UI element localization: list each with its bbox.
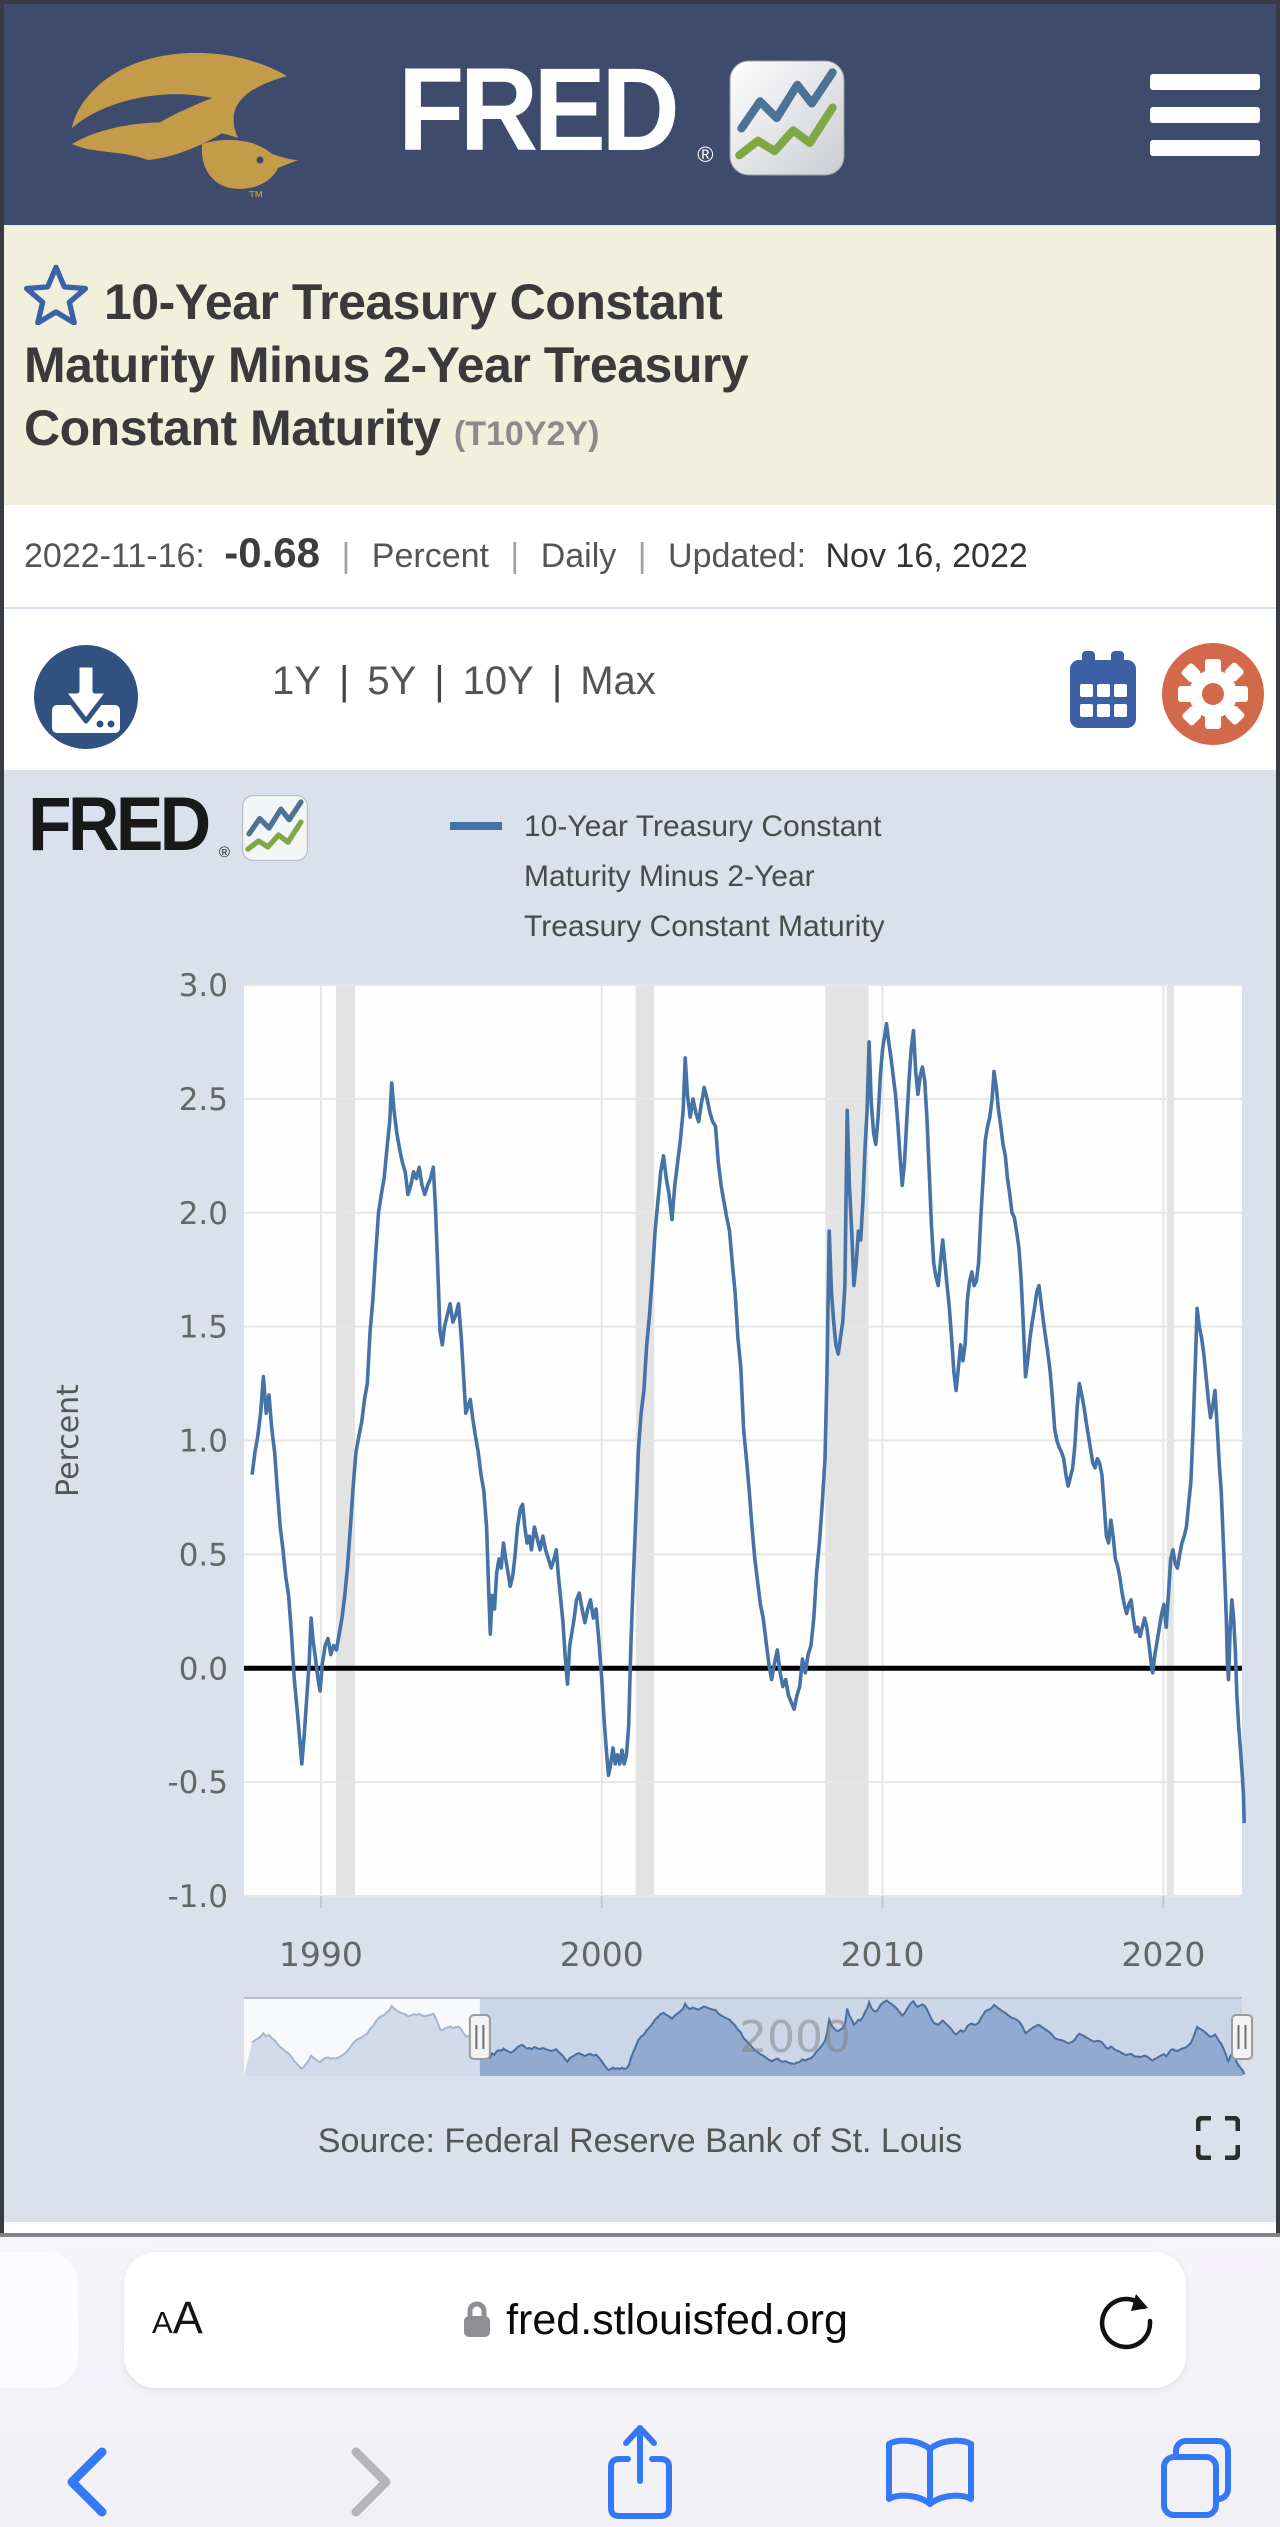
- separator: |: [338, 659, 350, 703]
- url-bar[interactable]: AA fred.stlouisfed.org: [124, 2252, 1186, 2388]
- legend-label-line: Maturity Minus 2-Year: [524, 860, 815, 893]
- svg-text:2.5: 2.5: [179, 1082, 228, 1118]
- chart-canvas[interactable]: 3.0 2.5 2.0 1.5 1.0 0.5 0.0 -0.5 -1.0 1990 2000 201…: [0, 950, 1280, 2090]
- svg-text:3.0: 3.0: [179, 968, 228, 1004]
- title-line-3: Constant Maturity: [24, 400, 441, 456]
- range-link-max[interactable]: Max: [580, 659, 656, 703]
- range-link-10y[interactable]: 10Y: [462, 659, 534, 703]
- range-selector: 1Y | 5Y | 10Y | Max: [272, 659, 656, 704]
- fullscreen-button[interactable]: [1196, 2116, 1240, 2160]
- url-text: fred.stlouisfed.org: [506, 2295, 848, 2344]
- divider: [0, 607, 1280, 609]
- fred-logo[interactable]: FRED ®: [398, 44, 845, 176]
- favorite-star-icon[interactable]: [24, 263, 88, 325]
- separator: |: [637, 537, 647, 575]
- chart-section: FRED ® 10-Year Treasury Constant Maturity…: [0, 770, 1280, 2222]
- title-line-2: Maturity Minus 2-Year Treasury: [24, 337, 749, 393]
- legend-label-line: 10-Year Treasury Constant: [524, 810, 882, 843]
- adjacent-tab-stub[interactable]: [0, 2252, 78, 2388]
- navigator-handle[interactable]: [1231, 2014, 1253, 2060]
- reader-text-size-button[interactable]: AA: [152, 2292, 203, 2344]
- observation-units: Percent: [371, 537, 489, 575]
- svg-text:1.5: 1.5: [179, 1310, 228, 1346]
- observation-section: 2022-11-16: -0.68 | Percent | Daily | Up…: [0, 505, 1280, 770]
- watermark-registered-mark: ®: [218, 844, 230, 861]
- separator: |: [510, 537, 520, 575]
- svg-text:1990: 1990: [279, 1935, 363, 1974]
- svg-text:0.0: 0.0: [179, 1651, 228, 1687]
- reader-large-a: A: [172, 2292, 203, 2343]
- settings-gear-button[interactable]: [1160, 641, 1266, 747]
- reload-button[interactable]: [1098, 2290, 1156, 2352]
- share-button[interactable]: [606, 2423, 674, 2521]
- legend-line-swatch-icon: [450, 822, 502, 830]
- updated-date: Nov 16, 2022: [825, 537, 1028, 575]
- separator: |: [434, 659, 445, 703]
- svg-text:2.0: 2.0: [179, 1196, 228, 1232]
- fred-logo-wordmark: FRED: [398, 44, 680, 176]
- watermark-chart-icon: [241, 795, 308, 861]
- browser-bottom-bar: AA fred.stlouisfed.org: [0, 2237, 1280, 2527]
- series-id-badge: (T10Y2Y): [453, 415, 600, 453]
- svg-text:1.0: 1.0: [179, 1424, 228, 1460]
- observation-date: 2022-11-16:: [24, 537, 205, 575]
- fred-watermark: FRED ®: [28, 782, 308, 867]
- tabs-button[interactable]: [1160, 2437, 1244, 2521]
- svg-text:-0.5: -0.5: [168, 1765, 229, 1801]
- svg-text:2010: 2010: [841, 1935, 925, 1974]
- observation-frequency: Daily: [540, 537, 617, 575]
- calendar-icon[interactable]: [1070, 651, 1136, 731]
- svg-text:Percent: Percent: [51, 1384, 86, 1497]
- svg-text:0.5: 0.5: [179, 1537, 228, 1573]
- watermark-wordmark: FRED: [28, 782, 211, 867]
- svg-text:-1.0: -1.0: [168, 1879, 229, 1915]
- page-title: 10-Year Treasury Constant Maturity Minus…: [24, 263, 1264, 466]
- title-line-1: 10-Year Treasury Constant: [104, 274, 723, 330]
- source-note: Source: Federal Reserve Bank of St. Loui…: [317, 2122, 963, 2160]
- separator: |: [551, 659, 563, 703]
- svg-text:™: ™: [248, 189, 264, 206]
- navigator-handle[interactable]: [468, 2014, 491, 2060]
- chart-toolbar: 1Y | 5Y | 10Y | Max: [0, 623, 1280, 753]
- forward-button[interactable]: [340, 2447, 400, 2517]
- series-legend[interactable]: 10-Year Treasury Constant Maturity Minus …: [448, 810, 885, 952]
- https-lock-icon: [464, 2301, 491, 2337]
- page-bottom-gap: [0, 2222, 1280, 2233]
- svg-text:2020: 2020: [1121, 1935, 1205, 1974]
- fred-logo-chart-icon: [729, 60, 845, 176]
- browser-toolbar: [0, 2415, 1280, 2525]
- legend-label: 10-Year Treasury Constant Maturity Minus …: [524, 802, 885, 952]
- range-link-5y[interactable]: 5Y: [367, 659, 417, 703]
- fred-logo-registered-mark: ®: [697, 142, 714, 167]
- latest-observation: 2022-11-16: -0.68 | Percent | Daily | Up…: [24, 529, 1264, 577]
- browser-chrome-separator: [0, 2233, 1280, 2237]
- svg-text:2000: 2000: [739, 2012, 851, 2063]
- fred-eagle-logo-icon: ™: [72, 52, 298, 206]
- bookmarks-button[interactable]: [884, 2437, 976, 2515]
- svg-text:2000: 2000: [560, 1935, 644, 1974]
- menu-hamburger-icon[interactable]: [1150, 74, 1260, 158]
- observation-value: -0.68: [224, 529, 321, 576]
- back-button[interactable]: [58, 2447, 118, 2517]
- separator: |: [341, 537, 351, 575]
- reader-small-a: A: [152, 2305, 173, 2340]
- site-header: ™ FRED ®: [0, 0, 1280, 225]
- download-button[interactable]: [32, 643, 140, 751]
- updated-label: Updated:: [668, 537, 807, 575]
- range-link-1y[interactable]: 1Y: [272, 659, 321, 703]
- title-band: 10-Year Treasury Constant Maturity Minus…: [0, 225, 1280, 505]
- legend-label-line: Treasury Constant Maturity: [524, 910, 885, 943]
